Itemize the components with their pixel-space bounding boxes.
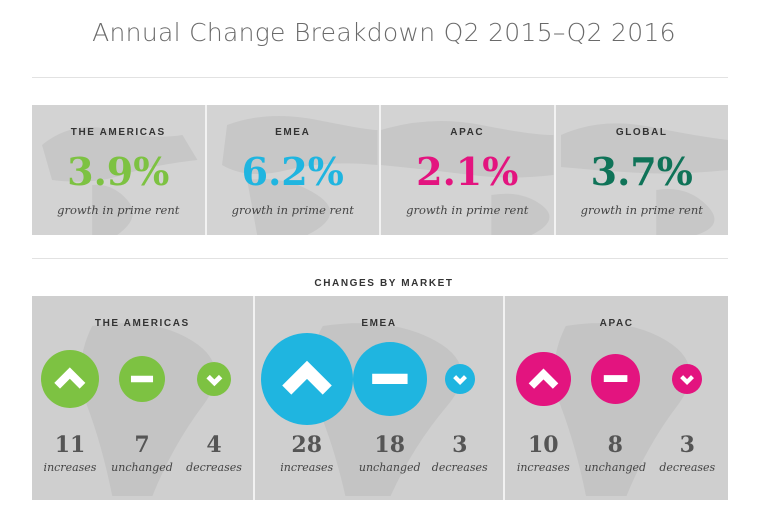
growth-value: 6.2%: [241, 149, 344, 194]
market-count-increases: 28: [291, 432, 323, 458]
market-count-decreases: 3: [679, 432, 695, 458]
market-label-increases: increases: [43, 461, 97, 474]
continent-map-background: [80, 323, 216, 496]
world-map-background: [560, 123, 728, 235]
growth-value: 2.1%: [416, 149, 519, 194]
rent-panel-emea: EMEA 6.2% growth in prime rent: [206, 105, 381, 235]
market-panel-the-americas: THE AMERICAS 11 increases 7 unchanged 4 decrea…: [32, 296, 255, 500]
growth-description: growth in prime rent: [406, 203, 529, 217]
minus-icon: [590, 354, 640, 404]
growth-description: growth in prime rent: [231, 203, 354, 217]
world-map-background: [221, 116, 377, 235]
page-title: Annual Change Breakdown Q2 2015–Q2 2016: [92, 18, 676, 47]
rent-panel-global: GLOBAL 3.7% growth in prime rent: [555, 105, 728, 235]
market-panel-emea: EMEA 28 increases 18 unchanged 3 decreases: [254, 296, 506, 500]
region-name: THE AMERICAS: [70, 127, 166, 138]
rent-panel-americas: THE AMERICAS 3.9% growth in prime rent: [32, 105, 207, 235]
minus-icon: [352, 342, 427, 416]
chevron-up-icon: [41, 350, 99, 408]
divider: [32, 258, 728, 259]
market-count-unchanged: 18: [374, 432, 406, 458]
market-panel-apac: APAC 10 increases 8 unchanged 3 decreases: [505, 296, 728, 500]
chevron-down-icon: [196, 361, 232, 397]
chevron-up-icon: [260, 333, 353, 425]
region-name: GLOBAL: [615, 127, 668, 138]
market-region-name: THE AMERICAS: [94, 318, 190, 329]
market-count-unchanged: 7: [134, 432, 150, 458]
market-label-increases: increases: [280, 461, 334, 474]
rent-growth-row: THE AMERICAS 3.9% growth in prime rent E…: [32, 105, 728, 235]
minus-icon: [119, 356, 165, 402]
market-label-unchanged: unchanged: [111, 461, 173, 474]
changes-by-market-chart: THE AMERICAS 11 increases 7 unchanged 4 decrea…: [32, 296, 728, 500]
growth-description: growth in prime rent: [580, 203, 703, 217]
market-region-name: APAC: [599, 318, 634, 329]
market-region-name: EMEA: [361, 318, 397, 329]
world-map-background: [42, 127, 198, 235]
market-label-unchanged: unchanged: [584, 461, 647, 474]
market-label-increases: increases: [516, 461, 570, 474]
continent-map-background: [554, 323, 691, 496]
market-count-increases: 11: [54, 432, 86, 458]
market-count-decreases: 4: [206, 432, 222, 458]
market-label-decreases: decreases: [431, 461, 488, 474]
rent-panel-apac: APAC 2.1% growth in prime rent: [381, 105, 556, 235]
growth-value: 3.7%: [590, 149, 693, 194]
market-count-unchanged: 8: [607, 432, 623, 458]
region-name: APAC: [450, 127, 485, 138]
market-label-unchanged: unchanged: [358, 461, 421, 474]
market-label-decreases: decreases: [186, 461, 242, 474]
section-title: CHANGES BY MARKET: [314, 278, 454, 289]
region-name: EMEA: [275, 127, 311, 138]
chevron-down-icon: [672, 363, 703, 395]
chevron-up-icon: [515, 351, 571, 407]
chevron-down-icon: [444, 363, 475, 395]
market-count-increases: 10: [527, 432, 559, 458]
world-map-background: [381, 121, 554, 235]
market-count-decreases: 3: [452, 432, 468, 458]
growth-value: 3.9%: [67, 149, 170, 194]
market-label-decreases: decreases: [659, 461, 716, 474]
divider: [32, 77, 728, 78]
growth-description: growth in prime rent: [57, 203, 180, 217]
